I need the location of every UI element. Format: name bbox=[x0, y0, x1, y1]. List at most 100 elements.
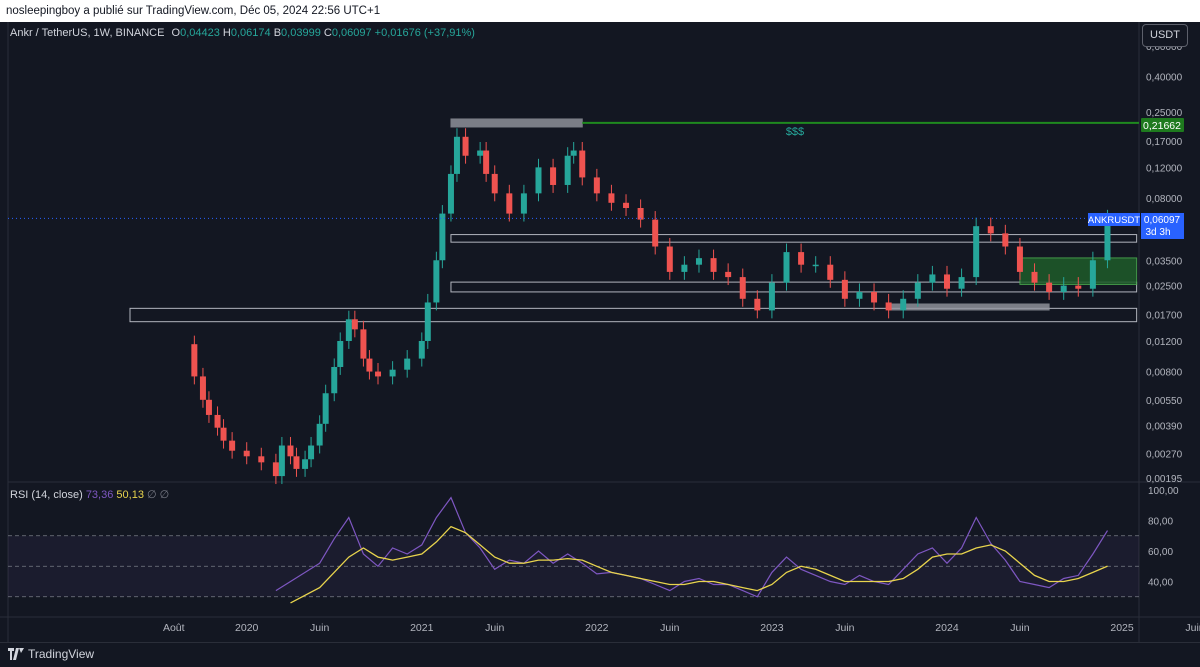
levels-layer bbox=[8, 121, 1139, 219]
low-label: B bbox=[273, 27, 282, 39]
candle-body bbox=[308, 445, 315, 460]
rsi-tick-label: 60,00 bbox=[1148, 547, 1173, 558]
price-tick-label: 0,00390 bbox=[1146, 422, 1183, 433]
rsi-value: 73,36 bbox=[85, 489, 114, 501]
candle-body bbox=[739, 277, 746, 299]
time-tick-label: 2024 bbox=[935, 622, 959, 634]
high-label: H bbox=[222, 27, 231, 39]
candle-body bbox=[483, 150, 490, 174]
price-tick-label: 0,01200 bbox=[1146, 337, 1183, 348]
rsi-ma-line bbox=[290, 525, 1108, 604]
candle-body bbox=[462, 136, 469, 156]
time-tick-label: 2021 bbox=[410, 622, 434, 634]
candle-body bbox=[550, 167, 557, 185]
last-price-tag bbox=[1141, 213, 1184, 239]
candle-body bbox=[637, 208, 644, 220]
rsi-band-fill bbox=[8, 535, 1139, 597]
candle-body bbox=[389, 369, 396, 377]
candle-body bbox=[433, 260, 440, 303]
target-price-tag bbox=[1141, 118, 1184, 132]
candle-body bbox=[1089, 260, 1096, 289]
candle-body bbox=[491, 173, 498, 194]
candle-body bbox=[768, 282, 775, 311]
candle-body bbox=[287, 445, 294, 457]
footer: TradingView bbox=[0, 642, 1200, 667]
price-tick-label: 0,00270 bbox=[1146, 449, 1183, 460]
open-label: O bbox=[171, 27, 181, 39]
candle-body bbox=[278, 445, 285, 477]
publish-header: nosleepingboy a publié sur TradingView.c… bbox=[0, 0, 1200, 22]
candle-body bbox=[404, 358, 411, 370]
price-tick-label: 0,40000 bbox=[1146, 73, 1183, 84]
main-pane[interactable] bbox=[8, 24, 1139, 480]
candle-body bbox=[608, 193, 615, 203]
last-price-label: 0,06097 bbox=[1144, 215, 1181, 226]
candle-body bbox=[579, 150, 586, 178]
rsi-label: RSI (14, close) bbox=[10, 489, 83, 501]
candle-body bbox=[220, 427, 227, 441]
tradingview-logo[interactable]: TradingView bbox=[8, 647, 94, 661]
brand-name: TradingView bbox=[28, 647, 95, 661]
candle-body bbox=[973, 226, 980, 278]
currency-button[interactable]: USDT bbox=[1142, 24, 1188, 47]
price-tick-label: 0,00550 bbox=[1146, 396, 1183, 407]
candle-body bbox=[929, 274, 936, 283]
candle-body bbox=[666, 246, 673, 272]
symbol-legend[interactable]: Ankr / TetherUS, 1W, BINANCE O0,04423 H0… bbox=[10, 27, 475, 39]
zone-rect bbox=[888, 303, 1050, 311]
candle-body bbox=[453, 136, 460, 174]
candle-body bbox=[345, 319, 352, 341]
time-tick-label: Juin bbox=[1185, 622, 1200, 634]
candle-body bbox=[827, 264, 834, 280]
candle-body bbox=[754, 298, 761, 311]
candle-body bbox=[783, 252, 790, 283]
time-tick-label: 2022 bbox=[585, 622, 609, 634]
candle-body bbox=[570, 150, 577, 156]
price-tick-label: 0,01700 bbox=[1146, 311, 1183, 322]
candle-body bbox=[302, 459, 309, 469]
low-value: 0,03999 bbox=[281, 27, 321, 39]
candle-body bbox=[447, 173, 454, 214]
candle-body bbox=[439, 213, 446, 261]
dollar-annotation: $$$ bbox=[786, 126, 804, 138]
candle-body bbox=[351, 319, 358, 330]
time-tick-label: Juin bbox=[485, 622, 504, 634]
candle-body bbox=[293, 456, 300, 469]
rsi-pane[interactable]: 100,00 80,00 60,00 40,00 bbox=[8, 486, 1179, 604]
candle-body bbox=[506, 193, 513, 214]
price-tick-label: 0,60000 bbox=[1146, 42, 1183, 53]
price-tick-label: 0,00195 bbox=[1146, 474, 1183, 485]
price-tick-label: 0,17000 bbox=[1146, 137, 1183, 148]
candle-body bbox=[987, 226, 994, 234]
candle-body bbox=[360, 329, 367, 359]
zone-rect bbox=[129, 307, 1138, 323]
candles-layer bbox=[191, 128, 1111, 485]
candle-body bbox=[477, 150, 484, 156]
time-axis[interactable]: Août 2020 Juin 2021 Juin 2022 Juin 2023 Juin 2024… bbox=[163, 622, 1200, 634]
rsi-legend[interactable]: RSI (14, close) 73,36 50,13 ∅ ∅ bbox=[10, 488, 169, 501]
time-tick-label: Juin bbox=[835, 622, 854, 634]
price-axis[interactable]: 0,60000 0,40000 0,25000 0,17000 0,12000 0,080… bbox=[1146, 42, 1183, 485]
time-tick-label: Août bbox=[163, 622, 185, 634]
candle-body bbox=[695, 258, 702, 265]
candle-body bbox=[1075, 285, 1082, 289]
candle-body bbox=[1046, 282, 1053, 292]
candle-body bbox=[652, 219, 659, 247]
price-tick-label: 0,12000 bbox=[1146, 163, 1183, 174]
publisher-line: nosleepingboy a publié sur TradingView.c… bbox=[6, 5, 381, 17]
time-tick-label: 2020 bbox=[235, 622, 259, 634]
close-value: 0,06097 bbox=[331, 27, 372, 39]
candle-body bbox=[243, 450, 250, 457]
candle-body bbox=[214, 414, 221, 428]
countdown-label: 3d 3h bbox=[1145, 227, 1170, 238]
zone-rect bbox=[450, 118, 583, 128]
change-value: +0,01676 (+37,91%) bbox=[374, 27, 475, 39]
price-tick-label: 0,00800 bbox=[1146, 368, 1183, 379]
candle-body bbox=[322, 393, 329, 424]
candle-body bbox=[856, 291, 863, 299]
rsi-extra-1: ∅ bbox=[147, 489, 157, 501]
candle-body bbox=[258, 456, 265, 463]
candle-body bbox=[199, 376, 206, 400]
time-tick-label: 2023 bbox=[760, 622, 784, 634]
